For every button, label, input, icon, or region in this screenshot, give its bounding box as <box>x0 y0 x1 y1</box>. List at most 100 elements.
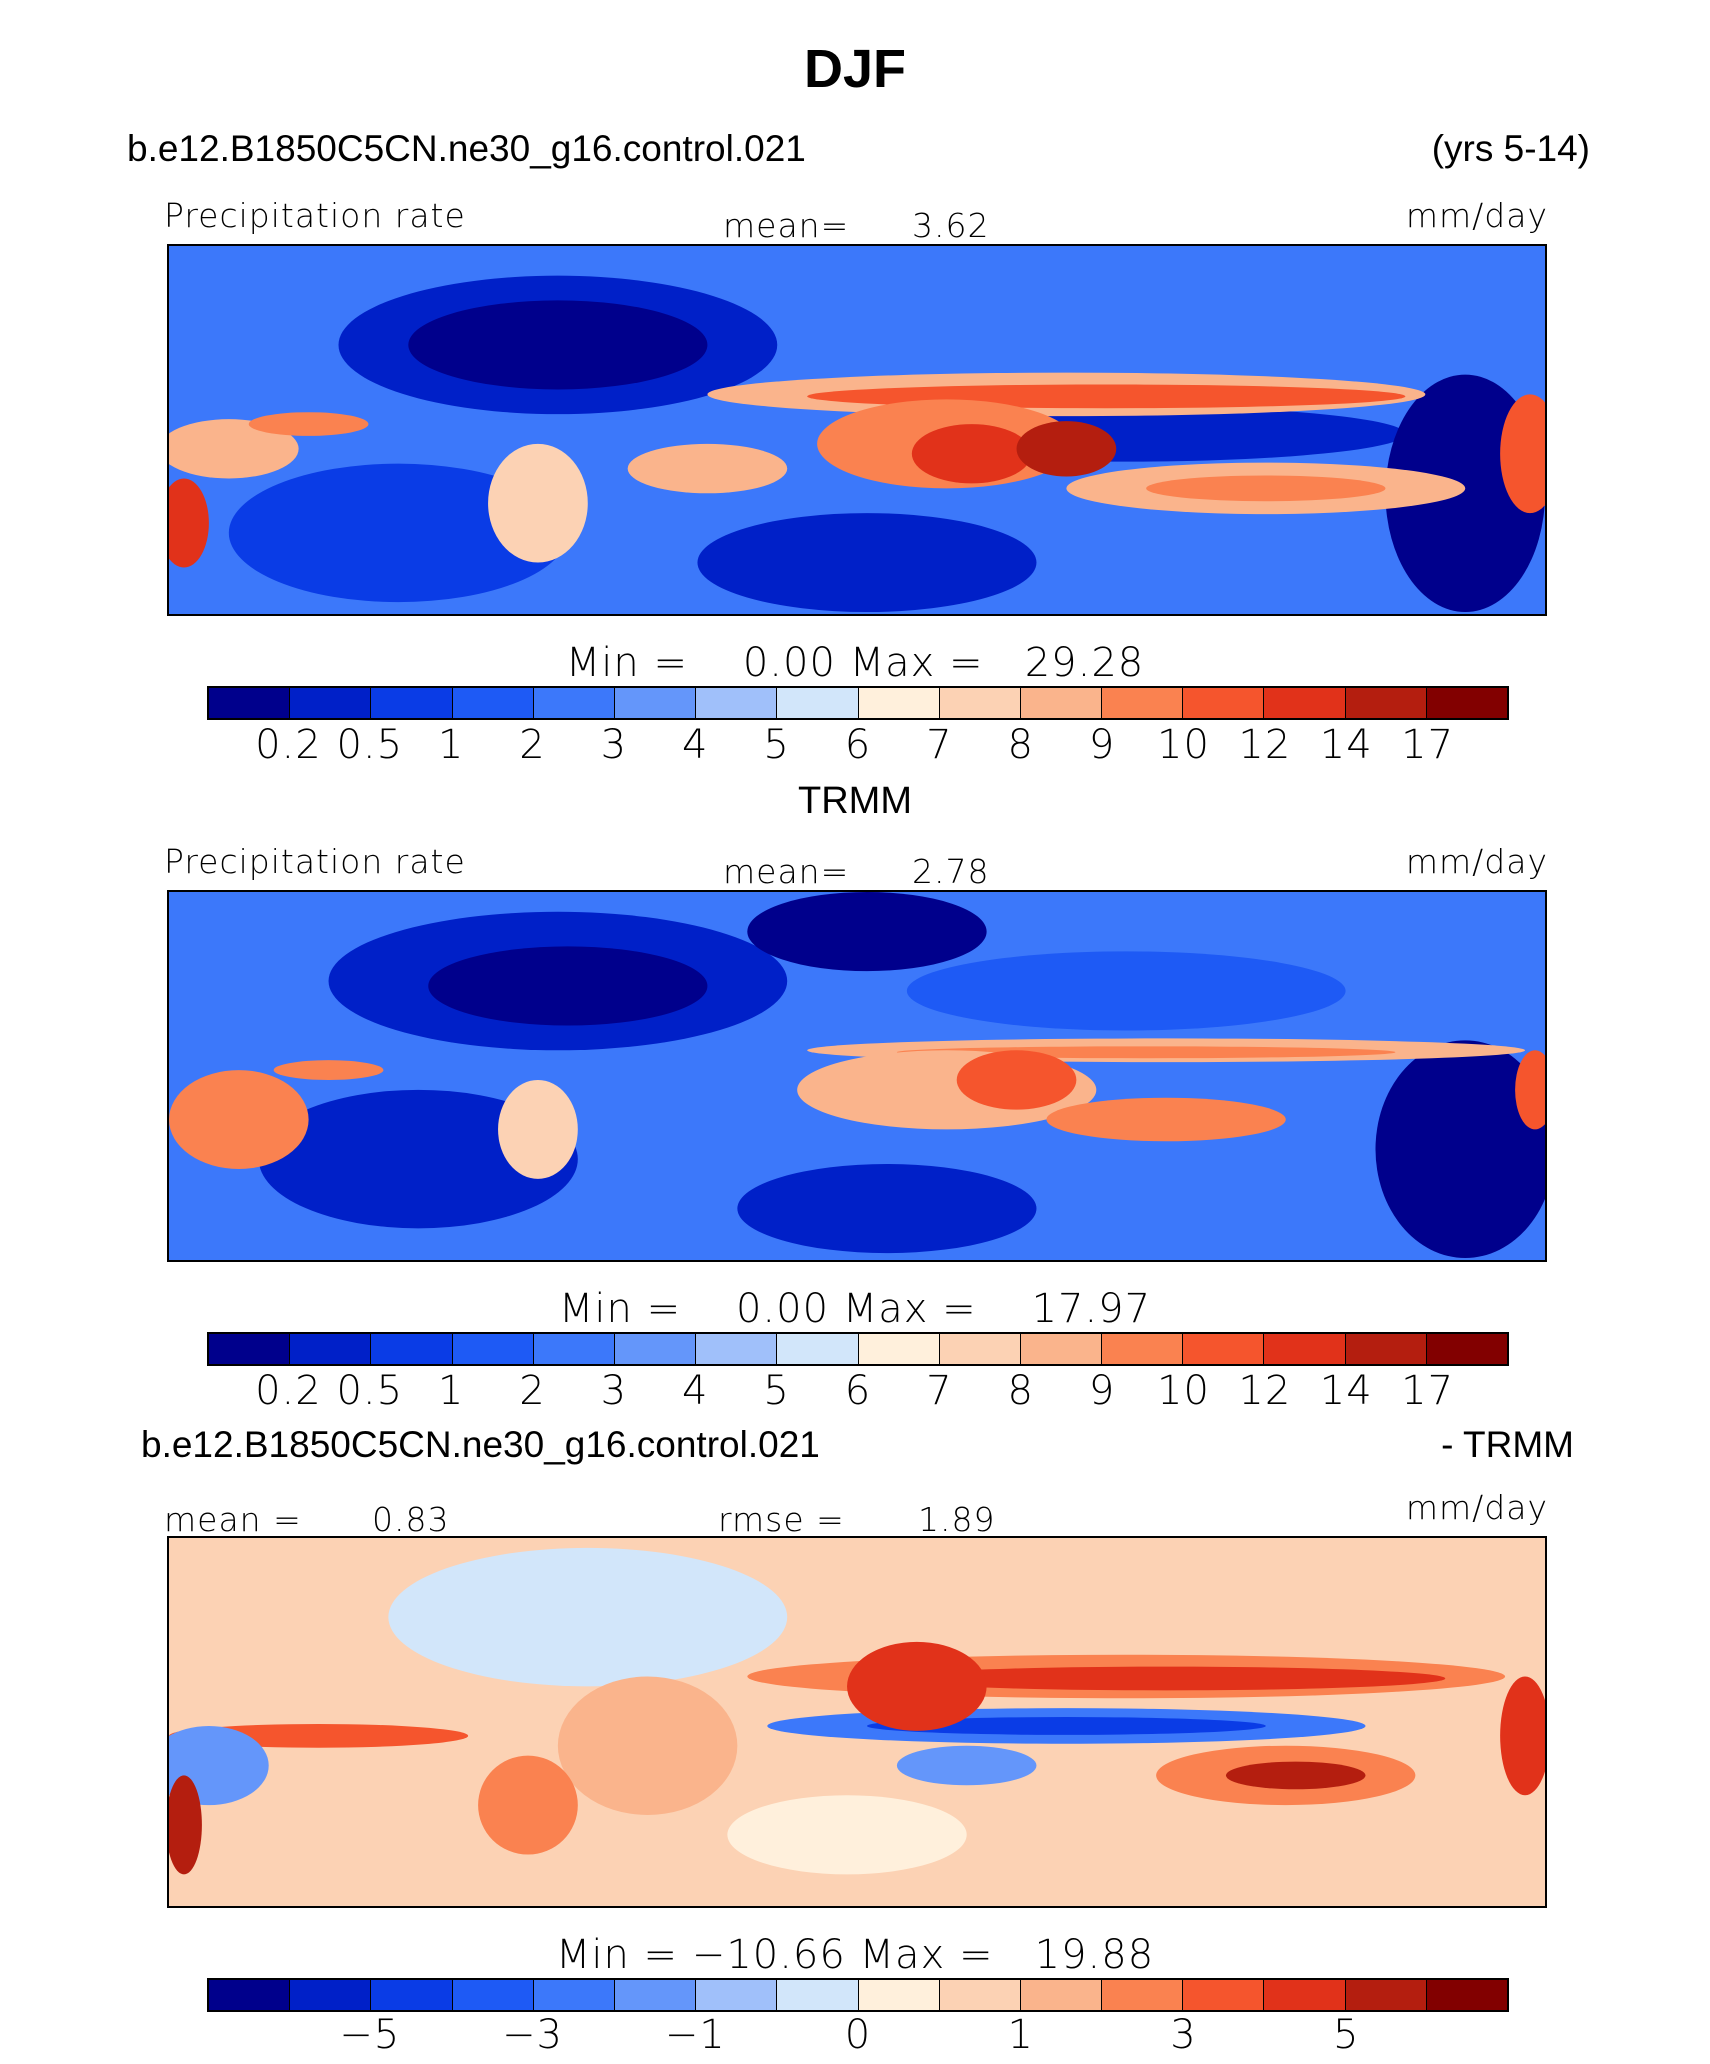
colorbar-swatch <box>452 1980 534 2010</box>
case-name: b.e12.B1850C5CN.ne30_g16.control.021 <box>127 128 806 169</box>
panel3-max-label: Max <box>859 1932 946 1978</box>
colorbar-swatch <box>1345 1334 1427 1364</box>
colorbar-tick-label: 17 <box>1401 722 1455 768</box>
colorbar-tick-label: 2 <box>519 1368 546 1414</box>
panel3-mean-value: 0.83 <box>372 1500 450 1539</box>
panel1-mean-value: 3.62 <box>912 206 990 245</box>
colorbar-swatch <box>371 688 453 718</box>
colorbar-tick-label: 1 <box>437 722 465 768</box>
colorbar-swatch <box>533 688 615 718</box>
panel3-minus-label: - TRMM <box>1441 1424 1574 1465</box>
colorbar-swatch <box>1345 688 1427 718</box>
colorbar-tick-label: 9 <box>1088 722 1116 768</box>
colorbar-tick-label: 5 <box>763 1368 790 1414</box>
colorbar-swatch <box>614 1334 697 1364</box>
colorbar-swatch <box>1183 688 1265 718</box>
colorbar-tick-label: 1 <box>1007 2012 1034 2058</box>
panel1-units: mm/day <box>1405 196 1548 235</box>
colorbar-tick-label: 8 <box>1007 1368 1034 1414</box>
panel1-mean-label: mean= <box>723 206 850 245</box>
colorbar-swatch <box>858 688 940 718</box>
colorbar-swatch <box>1264 688 1346 718</box>
colorbar-swatch <box>371 1334 453 1364</box>
colorbar-tick-label: 17 <box>1401 1368 1455 1414</box>
colorbar-swatch <box>1264 1334 1346 1364</box>
panel2-mean-value: 2.78 <box>912 852 990 891</box>
panel2-map <box>167 890 1547 1262</box>
figure-title: DJF <box>803 39 906 99</box>
panel3-min-label: Min <box>555 1932 630 1978</box>
colorbar-swatch <box>1020 1334 1103 1364</box>
colorbar-tick-label: 12 <box>1238 1368 1292 1414</box>
colorbar-tick-label: 8 <box>1007 722 1034 768</box>
panel1-max-value: 29.28 <box>1024 640 1145 686</box>
colorbar-tick-label: 9 <box>1088 1368 1116 1414</box>
colorbar-swatch <box>1426 688 1507 718</box>
colorbar-swatch <box>777 1334 859 1364</box>
colorbar-swatch <box>1102 688 1184 718</box>
panel3-max-value: 19.88 <box>1034 1932 1155 1978</box>
panel3-colorbar <box>207 1978 1509 2012</box>
colorbar-swatch <box>696 1334 778 1364</box>
panel3-units: mm/day <box>1405 1488 1548 1527</box>
panel3-map <box>167 1536 1547 1908</box>
colorbar-tick-label: 0 <box>844 2012 872 2058</box>
panel3-mean-label: mean = <box>164 1500 302 1539</box>
panel3-rmse-value: 1.89 <box>918 1500 996 1539</box>
colorbar-swatch <box>696 688 778 718</box>
colorbar-swatch <box>1345 1980 1427 2010</box>
colorbar-swatch <box>533 1980 615 2010</box>
colorbar-tick-label: 14 <box>1319 1368 1373 1414</box>
colorbar-swatch <box>858 1334 940 1364</box>
colorbar-swatch <box>614 1980 697 2010</box>
colorbar-swatch <box>777 688 859 718</box>
panel2-mean-label: mean= <box>723 852 850 891</box>
colorbar-swatch <box>939 688 1021 718</box>
colorbar-tick-label: 0.5 <box>336 722 404 768</box>
panel3-case-name: b.e12.B1850C5CN.ne30_g16.control.021 <box>141 1424 820 1465</box>
panel2-variable: Precipitation rate <box>164 842 466 881</box>
colorbar-tick-label: 4 <box>682 1368 709 1414</box>
panel2-units: mm/day <box>1405 842 1548 881</box>
panel3-min-value: −10.66 <box>691 1932 846 1978</box>
colorbar-swatch <box>290 1980 372 2010</box>
colorbar-tick-label: 0.5 <box>336 1368 404 1414</box>
colorbar-swatch <box>452 1334 534 1364</box>
panel1-colorbar <box>207 686 1509 720</box>
colorbar-swatch <box>452 688 534 718</box>
panel2-minmax: Min = 0.00 Max = 17.97 <box>558 1286 1152 1332</box>
panel1-max-label: Max <box>849 640 936 686</box>
colorbar-tick-label: −1 <box>664 2012 726 2058</box>
colorbar-swatch <box>1020 1980 1103 2010</box>
panel1-min-label: Min <box>565 640 640 686</box>
years-label: (yrs 5-14) <box>1431 128 1590 169</box>
colorbar-tick-label: −5 <box>339 2012 401 2058</box>
colorbar-tick-label: 3 <box>600 722 628 768</box>
colorbar-tick-label: 5 <box>763 722 790 768</box>
panel2-title: TRMM <box>798 780 912 822</box>
panel1-variable: Precipitation rate <box>164 196 466 235</box>
colorbar-swatch <box>939 1334 1021 1364</box>
panel2-min-value: 0.00 <box>735 1286 830 1332</box>
colorbar-tick-label: 12 <box>1238 722 1292 768</box>
colorbar-tick-label: 14 <box>1319 722 1373 768</box>
colorbar-tick-label: 0.2 <box>255 722 322 768</box>
colorbar-tick-label: 5 <box>1333 2012 1360 2058</box>
panel2-colorbar <box>207 1332 1509 1366</box>
colorbar-tick-label: 7 <box>926 1368 953 1414</box>
colorbar-swatch <box>858 1980 940 2010</box>
colorbar-swatch <box>290 1334 372 1364</box>
colorbar-swatch <box>209 1334 291 1364</box>
colorbar-tick-label: 2 <box>519 722 546 768</box>
panel1-map <box>167 244 1547 616</box>
colorbar-tick-label: 10 <box>1157 1368 1210 1414</box>
colorbar-tick-label: 6 <box>844 722 872 768</box>
colorbar-swatch <box>533 1334 615 1364</box>
panel1-min-value: 0.00 <box>742 640 836 686</box>
colorbar-swatch <box>1264 1980 1346 2010</box>
panel3-rmse-label: rmse = <box>718 1500 845 1539</box>
colorbar-swatch <box>1020 688 1103 718</box>
colorbar-tick-label: 1 <box>437 1368 465 1414</box>
colorbar-swatch <box>939 1980 1021 2010</box>
colorbar-tick-label: 7 <box>926 722 953 768</box>
